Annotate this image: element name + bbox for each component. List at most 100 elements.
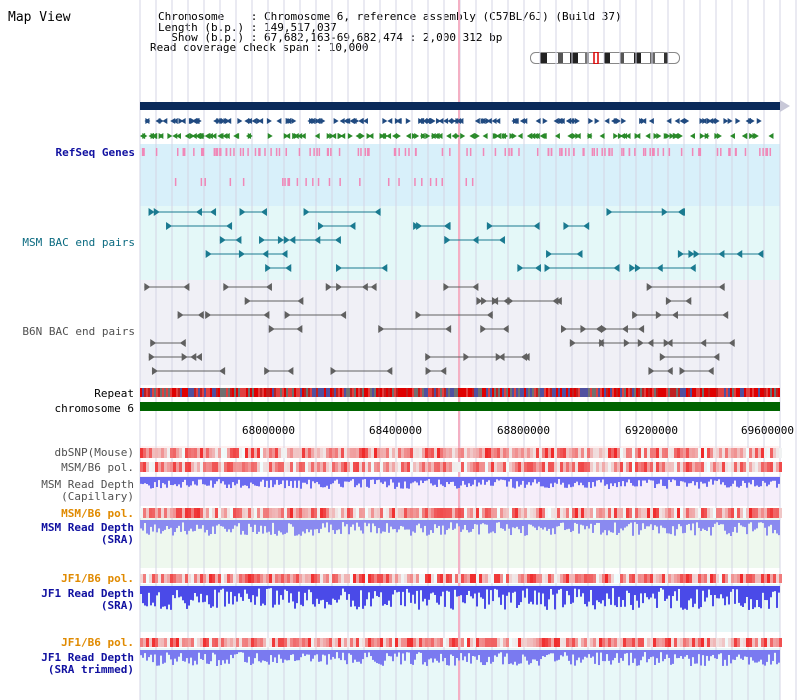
polymorphism-cell: [170, 508, 173, 518]
depth-bar: [184, 650, 186, 662]
polymorphism-cell: [422, 508, 425, 518]
depth-bar: [314, 586, 316, 607]
polymorphism-cell: [170, 574, 173, 583]
gene-arrow: [665, 133, 671, 139]
depth-bar: [746, 520, 748, 535]
depth-bar: [154, 477, 156, 483]
depth-bar: [548, 477, 550, 488]
polymorphism-cell: [437, 574, 440, 583]
polymorphism-cell: [695, 462, 698, 472]
polymorphism-cell: [692, 508, 695, 518]
depth-bar: [398, 520, 400, 530]
track-features[interactable]: [140, 100, 790, 666]
depth-bar: [194, 586, 196, 594]
depth-bar: [482, 586, 484, 599]
depth-bar: [406, 650, 408, 653]
polymorphism-cell: [158, 448, 161, 458]
repeat-block: [394, 388, 396, 397]
depth-bar: [282, 650, 284, 663]
depth-bar: [268, 520, 270, 532]
gene-arrow: [220, 118, 226, 124]
depth-bar: [304, 586, 306, 593]
gene-arrow: [200, 133, 206, 139]
depth-bar: [268, 650, 270, 665]
refseq-tick: [583, 148, 585, 156]
depth-bar: [626, 520, 628, 527]
depth-bar: [680, 520, 682, 527]
depth-bar: [502, 650, 504, 665]
polymorphism-cell: [662, 508, 665, 518]
polymorphism-cell: [173, 574, 176, 583]
depth-bar: [476, 586, 478, 607]
depth-bar: [284, 477, 286, 489]
polymorphism-cell: [740, 448, 743, 458]
depth-bar: [480, 586, 482, 598]
polymorphism-cell: [314, 508, 317, 518]
depth-bar: [316, 650, 318, 655]
repeat-block: [172, 388, 174, 397]
polymorphism-cell: [536, 462, 539, 472]
polymorphism-cell: [641, 448, 644, 458]
polymorphism-cell: [275, 638, 278, 647]
polymorphism-cell: [287, 574, 290, 583]
polymorphism-cell: [257, 574, 260, 583]
depth-bar: [358, 520, 360, 527]
polymorphism-cell: [509, 462, 512, 472]
polymorphism-cell: [620, 448, 623, 458]
refseq-tick: [215, 148, 217, 156]
depth-bar: [536, 650, 538, 661]
depth-bar: [632, 650, 634, 663]
polymorphism-cell: [659, 574, 662, 583]
depth-bar: [236, 586, 238, 602]
depth-bar: [216, 520, 218, 526]
polymorphism-cell: [353, 574, 356, 583]
bac-end-marker: [444, 236, 451, 244]
depth-bar: [516, 520, 518, 527]
polymorphism-cell: [206, 462, 209, 472]
bac-end-marker: [415, 311, 422, 319]
polymorphism-cell: [356, 574, 359, 583]
depth-bar: [692, 520, 694, 524]
depth-bar: [766, 650, 768, 662]
depth-bar: [384, 477, 386, 482]
depth-bar: [624, 477, 626, 487]
depth-bar: [566, 586, 568, 591]
polymorphism-cell: [446, 574, 449, 583]
polymorphism-cell: [407, 574, 410, 583]
gene-arrow: [640, 118, 646, 124]
repeat-block: [164, 388, 166, 397]
gene-arrow: [446, 133, 452, 139]
polymorphism-cell: [281, 638, 284, 647]
depth-bar: [658, 520, 660, 534]
depth-bar: [696, 477, 698, 483]
repeat-block: [302, 388, 304, 397]
depth-bar: [666, 520, 668, 534]
depth-bar: [196, 477, 198, 486]
depth-bar: [438, 520, 440, 526]
refseq-tick: [762, 148, 764, 156]
polymorphism-cell: [590, 462, 593, 472]
depth-bar: [720, 650, 722, 654]
polymorphism-cell: [341, 448, 344, 458]
polymorphism-cell: [263, 448, 266, 458]
depth-bar: [626, 586, 628, 591]
polymorphism-cell: [476, 508, 479, 518]
polymorphism-cell: [305, 448, 308, 458]
polymorphism-cell: [176, 448, 179, 458]
depth-bar: [336, 586, 338, 603]
repeat-block: [754, 388, 756, 397]
polymorphism-cell: [182, 638, 185, 647]
gene-arrow: [482, 133, 488, 139]
bac-end-marker: [297, 297, 304, 305]
bac-end-marker: [265, 264, 272, 272]
depth-bar: [240, 477, 242, 488]
depth-bar: [642, 650, 644, 657]
repeat-block: [606, 388, 608, 397]
depth-bar: [652, 650, 654, 657]
depth-bar: [414, 650, 416, 660]
polymorphism-cell: [650, 462, 653, 472]
repeat-block: [140, 388, 142, 397]
polymorphism-cell: [686, 448, 689, 458]
polymorphism-cell: [392, 448, 395, 458]
